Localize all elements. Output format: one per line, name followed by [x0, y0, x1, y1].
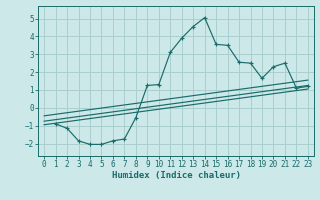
X-axis label: Humidex (Indice chaleur): Humidex (Indice chaleur) [111, 171, 241, 180]
